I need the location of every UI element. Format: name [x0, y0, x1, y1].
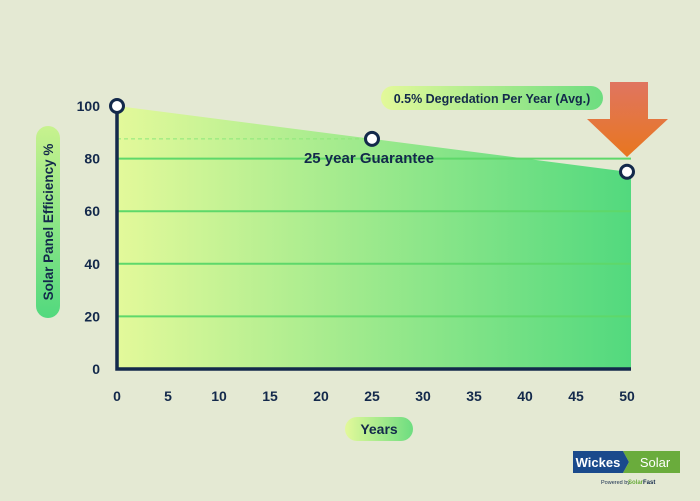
data-point: [109, 98, 125, 114]
svg-text:Wickes: Wickes: [576, 455, 621, 470]
x-tick-label: 25: [364, 388, 380, 404]
efficiency-area: [117, 106, 631, 369]
wickes-solar-logo: Wickes Solar Powered by Solar Fast: [573, 451, 680, 486]
svg-text:Solar: Solar: [640, 455, 671, 470]
y-tick-label: 20: [84, 308, 100, 324]
y-tick-label: 100: [77, 98, 101, 114]
x-axis-label: Years: [360, 421, 398, 437]
y-tick-label: 80: [84, 151, 100, 167]
x-tick-label: 40: [517, 388, 533, 404]
x-tick-label: 50: [619, 388, 635, 404]
degradation-label: 0.5% Degredation Per Year (Avg.): [394, 92, 591, 106]
xlabel-pill: [345, 417, 413, 441]
guarantee-label: 25 year Guarantee: [304, 150, 434, 167]
x-tick-label: 35: [466, 388, 482, 404]
svg-text:Fast: Fast: [643, 480, 655, 486]
axes: [115, 106, 631, 371]
svg-text:Solar: Solar: [628, 480, 644, 486]
y-tick-label: 40: [84, 256, 100, 272]
x-tick-label: 15: [262, 388, 278, 404]
x-tick-label: 45: [568, 388, 584, 404]
x-tick-label: 20: [313, 388, 329, 404]
x-tick-label: 0: [113, 388, 121, 404]
y-tick-label: 0: [92, 361, 100, 377]
y-axis-label: Solar Panel Efficiency %: [41, 144, 56, 301]
data-point: [619, 163, 635, 180]
degradation-pill: [381, 86, 603, 110]
x-tick-label: 10: [211, 388, 227, 404]
x-tick-label: 30: [415, 388, 431, 404]
ylabel-pill: [36, 126, 60, 318]
data-point: [364, 130, 380, 147]
svg-text:Powered by: Powered by: [601, 480, 630, 486]
y-tick-label: 60: [84, 203, 100, 219]
x-tick-label: 5: [164, 388, 172, 404]
down-arrow-icon: [587, 82, 668, 157]
